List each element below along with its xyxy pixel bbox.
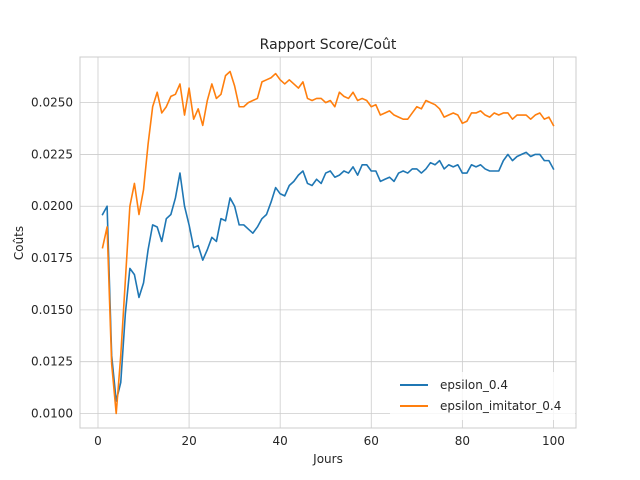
y-tick-label: 0.0150: [31, 303, 73, 317]
y-tick-label: 0.0200: [31, 199, 73, 213]
y-axis-label: Coûts: [12, 226, 26, 260]
legend: epsilon_0.4 epsilon_imitator_0.4: [390, 372, 575, 420]
series-group: [101, 70, 555, 415]
x-tick-label: 60: [364, 434, 379, 448]
plot-area: [80, 57, 576, 428]
legend-box: [390, 372, 575, 420]
x-tick-label: 100: [542, 434, 565, 448]
y-tick-label: 0.0125: [31, 355, 73, 369]
tick-labels: 0 20 40 60 80 100 0.0100 0.0125 0.0150 0.0175 0.02…: [31, 96, 565, 448]
x-axis-label: Jours: [312, 452, 343, 466]
x-tick-label: 40: [273, 434, 288, 448]
x-tick-label: 80: [455, 434, 470, 448]
series-line-epsilon-0-4: [101, 151, 555, 402]
x-tick-label: 0: [94, 434, 102, 448]
plot-frame: [79, 56, 577, 429]
legend-label-epsilon-0-4: epsilon_0.4: [440, 378, 508, 392]
y-tick-label: 0.0100: [31, 406, 73, 420]
y-tick-label: 0.0250: [31, 96, 73, 110]
chart-title: Rapport Score/Coût: [260, 37, 397, 53]
series-line-epsilon-imitator-0-4: [101, 70, 555, 415]
y-tick-label: 0.0225: [31, 147, 73, 161]
legend-label-epsilon-imitator-0-4: epsilon_imitator_0.4: [440, 399, 561, 413]
x-tick-label: 20: [181, 434, 196, 448]
y-tick-label: 0.0175: [31, 251, 73, 265]
